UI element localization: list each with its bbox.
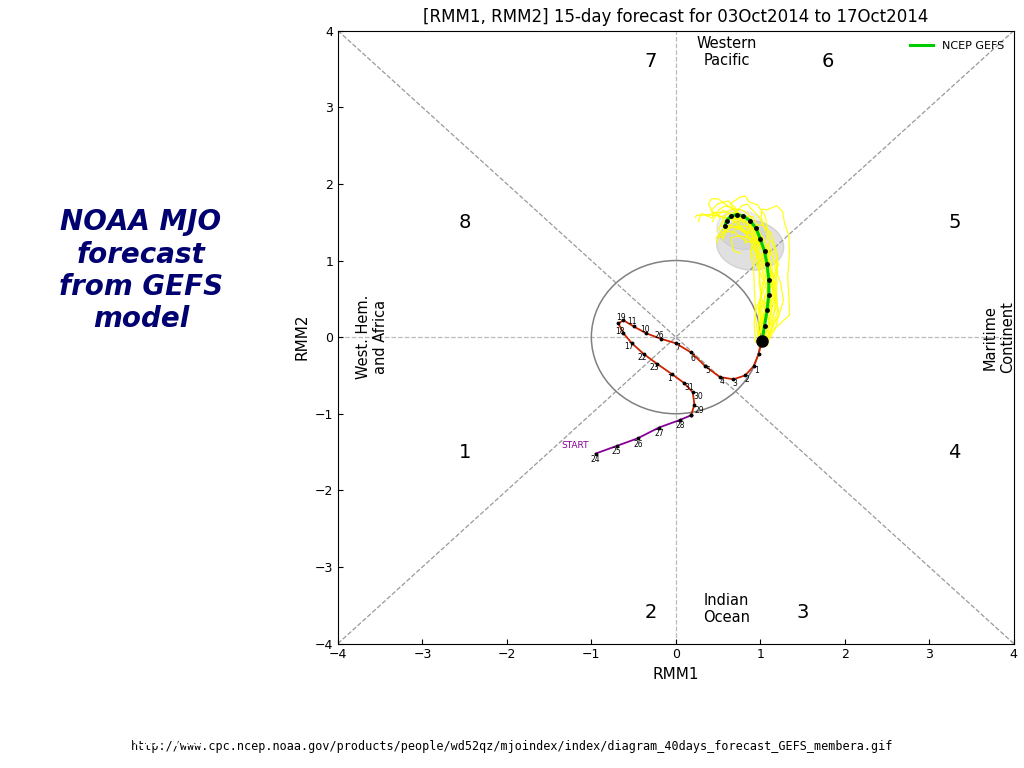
Text: 5: 5 [706, 366, 711, 376]
Text: 11: 11 [627, 317, 637, 326]
Text: 4: 4 [948, 442, 961, 462]
Text: 7: 7 [644, 52, 656, 71]
Text: 7: 7 [675, 343, 680, 353]
Text: 24: 24 [591, 455, 600, 464]
Text: 26: 26 [654, 331, 664, 340]
Text: START: START [561, 441, 589, 450]
Text: 4: 4 [720, 377, 725, 386]
Text: 8: 8 [459, 213, 471, 232]
Text: 26: 26 [633, 440, 643, 449]
Text: 1: 1 [754, 366, 759, 375]
Text: Western
Pacific: Western Pacific [696, 36, 757, 68]
Text: 5: 5 [948, 213, 961, 232]
Text: NOAA MJO
forecast
from GEFS
model: NOAA MJO forecast from GEFS model [58, 208, 223, 333]
X-axis label: RMM1: RMM1 [652, 667, 699, 682]
Text: 27: 27 [654, 429, 664, 438]
Text: 17: 17 [624, 342, 633, 351]
Text: 18: 18 [615, 326, 625, 336]
Text: 2: 2 [644, 604, 656, 622]
Text: 19: 19 [616, 313, 626, 323]
Text: 10: 10 [641, 325, 650, 334]
Text: 3: 3 [797, 604, 809, 622]
Text: 23: 23 [650, 363, 659, 372]
Text: 1: 1 [459, 442, 471, 462]
Text: RUTGERS: RUTGERS [75, 727, 207, 751]
Title: [RMM1, RMM2] 15-day forecast for 03Oct2014 to 17Oct2014: [RMM1, RMM2] 15-day forecast for 03Oct20… [423, 8, 929, 26]
Text: 3: 3 [732, 379, 737, 388]
Ellipse shape [717, 220, 783, 270]
Legend: NCEP GEFS: NCEP GEFS [906, 36, 1009, 55]
Text: 6: 6 [821, 52, 835, 71]
Y-axis label: RMM2: RMM2 [294, 314, 309, 360]
Text: 30: 30 [694, 392, 703, 402]
Text: 2: 2 [744, 375, 750, 384]
Text: http://www.cpc.ncep.noaa.gov/products/people/wd52qz/mjoindex/index/diagram_40day: http://www.cpc.ncep.noaa.gov/products/pe… [131, 740, 893, 753]
Text: 1: 1 [668, 374, 673, 383]
Text: Maritime
Continent: Maritime Continent [982, 301, 1015, 373]
Text: Indian
Ocean: Indian Ocean [703, 593, 750, 625]
Text: 25: 25 [612, 448, 622, 456]
Text: 6: 6 [690, 354, 695, 363]
Text: 28: 28 [675, 422, 685, 430]
Ellipse shape [717, 210, 767, 250]
Text: 31: 31 [685, 383, 694, 392]
Text: 22: 22 [637, 353, 647, 362]
Text: 29: 29 [694, 406, 705, 415]
Text: West. Hem.
and Africa: West. Hem. and Africa [355, 295, 388, 379]
